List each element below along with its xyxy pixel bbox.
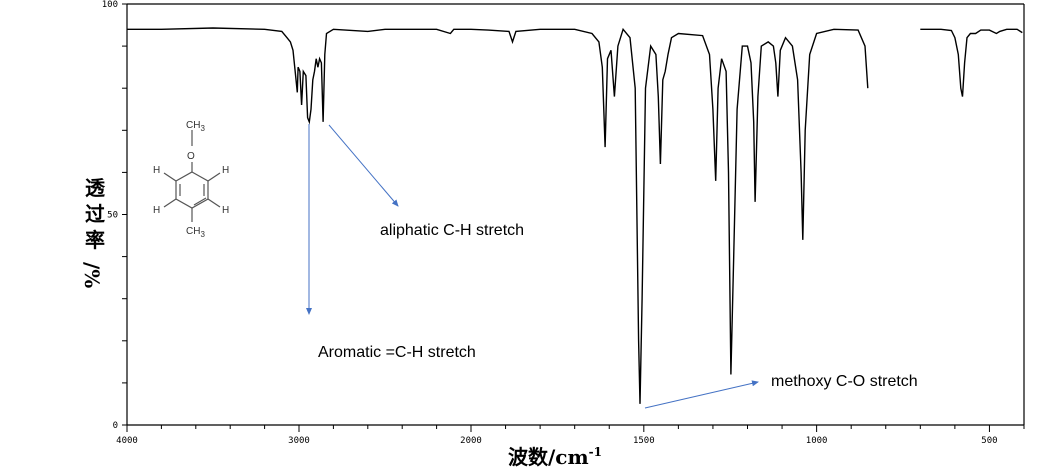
y-title-char-3: 率 (85, 228, 105, 252)
y-tick-label: 100 (102, 0, 118, 10)
molecule-labels: CH3 O H H H H CH3 (153, 120, 229, 239)
x-tick-label: 1000 (806, 436, 828, 446)
spectrum-path (127, 27, 869, 404)
x-tick-label: 4000 (116, 436, 138, 446)
mol-h-1: H (153, 165, 160, 176)
mol-oxygen: O (187, 151, 195, 162)
spectrum-line (127, 27, 1023, 404)
y-axis-title: 透 过 率 /% (80, 176, 106, 288)
annotation-aliphatic: aliphatic C-H stretch (380, 222, 524, 239)
y-title-char-4: /% (80, 262, 104, 288)
x-axis-title-text: 波数/cm (508, 445, 589, 469)
aliphatic-arrow (328, 124, 399, 207)
annotation-aromatic: Aromatic =C-H stretch (318, 344, 476, 361)
molecule-structure-inset (163, 130, 221, 222)
mol-h-3: H (153, 205, 160, 216)
y-tick-label: 50 (107, 211, 118, 221)
x-tick-label: 1500 (633, 436, 655, 446)
annotation-arrows (306, 124, 759, 409)
spectrum-path (920, 28, 1023, 97)
methoxy-arrow (644, 380, 759, 409)
x-tick-label: 2000 (460, 436, 482, 446)
mol-h-4: H (222, 205, 229, 216)
x-axis-title-sup: -1 (589, 445, 602, 459)
x-axis-title: 波数/cm-1 (508, 445, 602, 469)
y-title-char-2: 过 (85, 202, 105, 226)
y-title-char-1: 透 (85, 176, 106, 200)
annotation-methoxy: methoxy C-O stretch (771, 373, 918, 390)
y-axis-ticks: 0 50 100 (102, 0, 127, 431)
x-tick-label: 500 (981, 436, 997, 446)
mol-ch3-top: CH3 (186, 120, 205, 133)
x-axis-ticks: 4000 3000 2000 1500 1000 500 (116, 425, 1025, 446)
x-tick-label: 3000 (288, 436, 310, 446)
mol-h-2: H (222, 165, 229, 176)
mol-ch3-bottom: CH3 (186, 226, 205, 239)
y-tick-label: 0 (113, 421, 118, 431)
plot-frame (126, 3, 1025, 426)
